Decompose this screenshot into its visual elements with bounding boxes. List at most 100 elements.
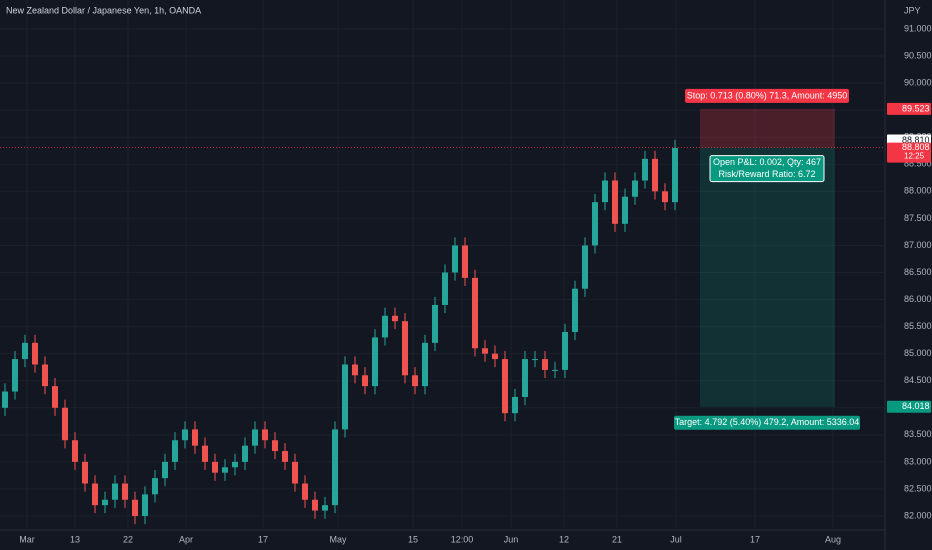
currency[interactable]: JPY bbox=[904, 5, 921, 15]
candle-body bbox=[182, 429, 188, 441]
stop-price-box bbox=[887, 102, 931, 115]
candle-body bbox=[402, 321, 408, 376]
candle-body bbox=[132, 499, 138, 516]
candle-body bbox=[282, 451, 288, 462]
y-tick-label: 84.500 bbox=[904, 375, 932, 385]
candle-body bbox=[632, 180, 638, 197]
candle-body bbox=[262, 429, 268, 441]
candle-body bbox=[42, 364, 48, 387]
pnl-label: Open P&L: 0.002, Qty: 467 bbox=[713, 157, 821, 167]
y-tick-label: 85.000 bbox=[904, 348, 932, 358]
stop-label: Stop: 0.713 (0.80%) 71.3, Amount: 4950 bbox=[687, 90, 848, 100]
candle-body bbox=[92, 483, 98, 506]
y-tick-label: 90.500 bbox=[904, 50, 932, 60]
candle-body bbox=[582, 245, 588, 289]
candle-body bbox=[102, 499, 108, 506]
position-label-box bbox=[674, 415, 860, 430]
candle-body bbox=[272, 440, 278, 452]
y-tick-label: 85.500 bbox=[904, 321, 932, 331]
candle-body bbox=[202, 445, 208, 462]
x-tick-label: 15 bbox=[408, 534, 418, 544]
candle-body bbox=[162, 461, 168, 479]
target-zone bbox=[700, 147, 835, 407]
candle-body bbox=[382, 315, 388, 338]
candle-body bbox=[212, 461, 218, 473]
stop-zone bbox=[700, 108, 835, 148]
candle-body bbox=[242, 445, 248, 462]
candle-body bbox=[462, 245, 468, 278]
x-tick-label: 22 bbox=[123, 534, 133, 544]
y-tick-label: 87.500 bbox=[904, 213, 932, 223]
y-tick-label: 83.500 bbox=[904, 429, 932, 439]
candle-body bbox=[12, 359, 18, 392]
countdown: 12:25 bbox=[904, 152, 925, 161]
x-tick-label: Apr bbox=[179, 534, 193, 544]
overlay: Stop: 0.713 (0.80%) 71.3, Amount: 4950 Op… bbox=[0, 88, 885, 430]
candle-body bbox=[292, 461, 298, 484]
x-tick-label: 17 bbox=[258, 534, 268, 544]
candle-body bbox=[192, 429, 198, 446]
y-tick-label: 86.500 bbox=[904, 267, 932, 277]
candle-body bbox=[252, 429, 258, 446]
candle-body bbox=[372, 337, 378, 387]
stop-price: 89.523 bbox=[902, 103, 930, 113]
candle-body bbox=[672, 148, 678, 203]
candle-body bbox=[322, 505, 328, 511]
candle-body bbox=[432, 304, 438, 343]
candle-body bbox=[662, 191, 668, 203]
entry-price: 88.808 bbox=[902, 142, 930, 152]
candle-body bbox=[602, 180, 608, 203]
candle-body bbox=[152, 478, 158, 495]
y-tick-label: 83.000 bbox=[904, 456, 932, 466]
candle-body bbox=[422, 342, 428, 387]
x-tick-label: Aug bbox=[825, 534, 841, 544]
candle-body bbox=[352, 364, 358, 376]
candle-body bbox=[502, 359, 508, 414]
candle-body bbox=[342, 364, 348, 430]
candle-body bbox=[112, 483, 118, 500]
x-tick-label: 12 bbox=[559, 534, 569, 544]
candle-body bbox=[142, 494, 148, 516]
candle-body bbox=[472, 277, 478, 349]
x-tick-label: 21 bbox=[612, 534, 622, 544]
candle-body bbox=[552, 369, 558, 371]
last-price: 88.810 bbox=[902, 135, 930, 145]
x-tick-label: Mar bbox=[19, 534, 35, 544]
y-tick-label: 87.000 bbox=[904, 240, 932, 250]
x-tick-label: 13 bbox=[70, 534, 80, 544]
candle-body bbox=[232, 461, 238, 468]
target-price: 84.018 bbox=[902, 401, 930, 411]
candle-body bbox=[532, 359, 538, 361]
candle-body bbox=[612, 180, 618, 224]
candle-body bbox=[72, 440, 78, 462]
candle-body bbox=[32, 342, 38, 365]
candle-body bbox=[482, 348, 488, 354]
candle-body bbox=[332, 429, 338, 506]
candle-body bbox=[362, 375, 368, 387]
candle-body bbox=[392, 315, 398, 322]
candle-body bbox=[542, 359, 548, 370]
candles bbox=[2, 139, 678, 525]
candle-body bbox=[302, 483, 308, 500]
candle-body bbox=[622, 196, 628, 224]
position-label-box bbox=[709, 155, 825, 183]
candle-body bbox=[82, 461, 88, 484]
rr-label: Risk/Reward Ratio: 6.72 bbox=[718, 169, 815, 179]
candle-body bbox=[512, 396, 518, 414]
candle-body bbox=[642, 158, 648, 181]
y-tick-label: 90.000 bbox=[904, 77, 932, 87]
x-tick-label: 12:00 bbox=[451, 534, 474, 544]
candle-body bbox=[312, 499, 318, 511]
y-tick-label: 86.000 bbox=[904, 294, 932, 304]
y-tick-label: 88.500 bbox=[904, 159, 932, 169]
x-tick-label: 17 bbox=[750, 534, 760, 544]
x-tick-label: Jul bbox=[670, 534, 682, 544]
target-price-box bbox=[887, 400, 931, 413]
x-tick-label: May bbox=[329, 534, 347, 544]
candle-body bbox=[412, 375, 418, 387]
y-tick-label: 82.000 bbox=[904, 510, 932, 520]
candle-body bbox=[172, 440, 178, 462]
target-label: Target: 4.792 (5.40%) 479.2, Amount: 533… bbox=[675, 417, 860, 427]
candle-body bbox=[22, 342, 28, 360]
